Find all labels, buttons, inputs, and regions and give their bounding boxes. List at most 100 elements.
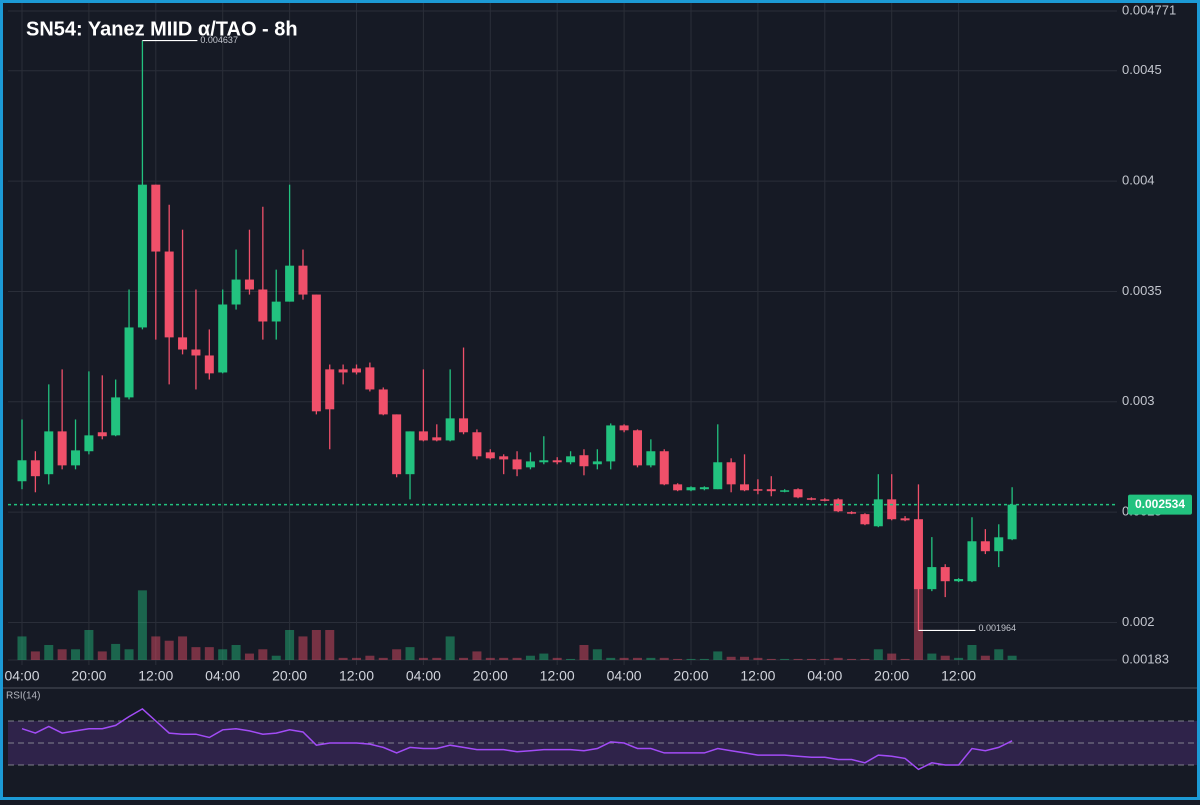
last-price-box (1128, 494, 1192, 515)
volume-bar (967, 645, 977, 660)
volume-bar (726, 656, 736, 660)
candle-body (164, 251, 174, 338)
candle-body (499, 456, 509, 460)
candle-body (980, 541, 990, 552)
x-tick-label: 04:00 (807, 668, 842, 684)
candle-body (552, 460, 562, 463)
candle-body (244, 279, 254, 290)
candle-body (847, 512, 857, 514)
candle-body (84, 435, 94, 452)
volume-bar (793, 658, 803, 660)
volume-bar (485, 657, 495, 660)
x-tick-label: 20:00 (473, 668, 508, 684)
volume-bar (30, 651, 40, 660)
candle-body (285, 265, 295, 302)
x-tick-label: 12:00 (941, 668, 976, 684)
volume-bar (579, 645, 589, 660)
volume-bar (833, 657, 843, 660)
candle-body (940, 567, 950, 582)
candle-body (512, 459, 522, 470)
volume-bar (900, 658, 910, 660)
volume-bar (873, 649, 883, 660)
x-tick-label: 12:00 (339, 668, 374, 684)
candle-body (699, 487, 709, 490)
candle-body (525, 461, 535, 468)
y-tick-label: 0.004 (1122, 173, 1155, 188)
volume-bar (887, 653, 897, 660)
candle-body (913, 519, 923, 590)
volume-bar (552, 657, 562, 660)
volume-bar (258, 649, 268, 660)
candle-body (97, 432, 107, 437)
volume-bar (44, 645, 54, 660)
y-tick-label: 0.0045 (1122, 62, 1162, 77)
volume-bar (766, 658, 776, 660)
candle-body (378, 389, 388, 415)
candle-body (271, 301, 281, 322)
candle-body (445, 418, 455, 441)
y-tick-label: 0.002 (1122, 614, 1155, 629)
volume-bar (994, 649, 1004, 660)
volume-bar (659, 657, 669, 660)
candle-body (579, 455, 589, 467)
x-tick-label: 12:00 (138, 668, 173, 684)
high-label: 0.004637 (200, 35, 238, 45)
candle-body (191, 349, 201, 356)
candle-body (204, 355, 214, 374)
candle-body (592, 461, 602, 465)
y-tick-label: 0.003 (1122, 393, 1155, 408)
volume-bar (499, 657, 509, 660)
volume-bar (646, 657, 656, 660)
candle-body (57, 431, 67, 466)
candle-body (485, 452, 495, 459)
candle-body (820, 499, 830, 501)
candle-body (178, 337, 188, 350)
x-tick-label: 04:00 (4, 668, 39, 684)
candle-body (137, 184, 147, 328)
volume-bar (17, 636, 27, 660)
candle-body (44, 431, 54, 475)
volume-bar (325, 630, 335, 660)
volume-bar (740, 656, 750, 660)
candle-body (740, 484, 750, 491)
candle-body (405, 431, 415, 475)
chart-title: SN54: Yanez MIID α/TAO - 8h (26, 18, 298, 40)
candle-body (566, 456, 576, 463)
volume-bar (592, 649, 602, 660)
rsi-title: RSI(14) (6, 691, 40, 702)
volume-bar (418, 657, 428, 660)
candle-body (352, 368, 361, 373)
volume-bar (178, 636, 188, 660)
candle-body (17, 460, 27, 482)
volume-bar (204, 647, 214, 660)
candle-body (392, 414, 402, 475)
candles-layer (17, 40, 1017, 631)
candle-body (365, 367, 375, 390)
x-tick-label: 12:00 (540, 668, 575, 684)
candle-body (151, 184, 161, 252)
volume-bar (539, 653, 549, 660)
candle-body (258, 289, 268, 322)
candle-body (900, 518, 910, 521)
candle-body (927, 567, 937, 590)
volume-bar (432, 657, 442, 660)
volume-bar (940, 655, 950, 660)
candle-body (753, 489, 763, 491)
volume-bar (111, 643, 121, 660)
candle-body (860, 514, 870, 525)
volume-bar (365, 655, 375, 660)
candle-body (432, 437, 442, 441)
rsi-line (21, 707, 1013, 771)
volume-bar (472, 651, 482, 660)
candle-body (954, 579, 964, 582)
volume-bar (164, 640, 174, 660)
x-tick-label: 12:00 (740, 668, 775, 684)
x-tick-label: 20:00 (272, 668, 307, 684)
candle-body (539, 460, 549, 463)
volume-bar (445, 636, 455, 660)
candle-body (673, 484, 683, 491)
volume-bar (405, 647, 415, 660)
volume-bar (820, 658, 830, 660)
volume-bar (84, 630, 94, 660)
